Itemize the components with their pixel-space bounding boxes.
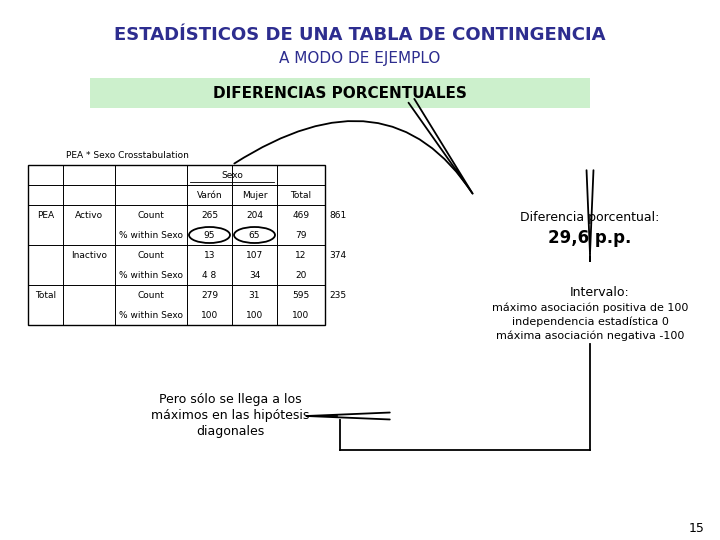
- Text: 95: 95: [204, 231, 215, 240]
- Text: máximo asociación positiva de 100: máximo asociación positiva de 100: [492, 303, 688, 313]
- Text: 374: 374: [329, 251, 346, 260]
- Text: Intervalo:: Intervalo:: [570, 286, 630, 299]
- Text: 31: 31: [248, 291, 260, 300]
- Text: 861: 861: [329, 211, 346, 219]
- Text: Total: Total: [290, 191, 312, 199]
- Text: ESTADÍSTICOS DE UNA TABLA DE CONTINGENCIA: ESTADÍSTICOS DE UNA TABLA DE CONTINGENCI…: [114, 26, 606, 44]
- Text: 204: 204: [246, 211, 263, 219]
- Text: PEA: PEA: [37, 211, 54, 219]
- Text: 265: 265: [201, 211, 218, 219]
- Text: PEA * Sexo Crosstabulation: PEA * Sexo Crosstabulation: [66, 151, 189, 159]
- Text: máxima asociación negativa -100: máxima asociación negativa -100: [496, 330, 684, 341]
- Text: Inactivo: Inactivo: [71, 251, 107, 260]
- Text: DIFERENCIAS PORCENTUALES: DIFERENCIAS PORCENTUALES: [213, 85, 467, 100]
- Text: Count: Count: [138, 251, 164, 260]
- Text: 100: 100: [201, 310, 218, 320]
- Text: A MODO DE EJEMPLO: A MODO DE EJEMPLO: [279, 51, 441, 65]
- Text: 34: 34: [249, 271, 260, 280]
- Text: máximos en las hipótesis: máximos en las hipótesis: [150, 409, 309, 422]
- Text: 12: 12: [295, 251, 307, 260]
- Text: Diferencia porcentual:: Diferencia porcentual:: [521, 212, 660, 225]
- Text: % within Sexo: % within Sexo: [119, 231, 183, 240]
- Text: Sexo: Sexo: [221, 171, 243, 179]
- Text: Activo: Activo: [75, 211, 103, 219]
- Text: 469: 469: [292, 211, 310, 219]
- Text: 100: 100: [246, 310, 263, 320]
- Text: % within Sexo: % within Sexo: [119, 310, 183, 320]
- Bar: [90, 78, 590, 108]
- Text: Count: Count: [138, 211, 164, 219]
- Text: 100: 100: [292, 310, 310, 320]
- Text: 279: 279: [201, 291, 218, 300]
- Text: 65: 65: [248, 231, 260, 240]
- Text: 20: 20: [295, 271, 307, 280]
- Text: Total: Total: [35, 291, 56, 300]
- Bar: [28, 165, 325, 325]
- Text: Count: Count: [138, 291, 164, 300]
- Text: 235: 235: [329, 291, 346, 300]
- Text: 79: 79: [295, 231, 307, 240]
- Text: Varón: Varón: [197, 191, 222, 199]
- Text: 4 8: 4 8: [202, 271, 217, 280]
- Text: Mujer: Mujer: [242, 191, 267, 199]
- Text: Pero sólo se llega a los: Pero sólo se llega a los: [158, 394, 301, 407]
- Text: 15: 15: [689, 522, 705, 535]
- Text: independencia estadística 0: independencia estadística 0: [512, 317, 668, 327]
- Text: 29,6 p.p.: 29,6 p.p.: [549, 229, 631, 247]
- Text: diagonales: diagonales: [196, 426, 264, 438]
- Text: % within Sexo: % within Sexo: [119, 271, 183, 280]
- Text: 595: 595: [292, 291, 310, 300]
- Text: 107: 107: [246, 251, 263, 260]
- Text: 13: 13: [204, 251, 215, 260]
